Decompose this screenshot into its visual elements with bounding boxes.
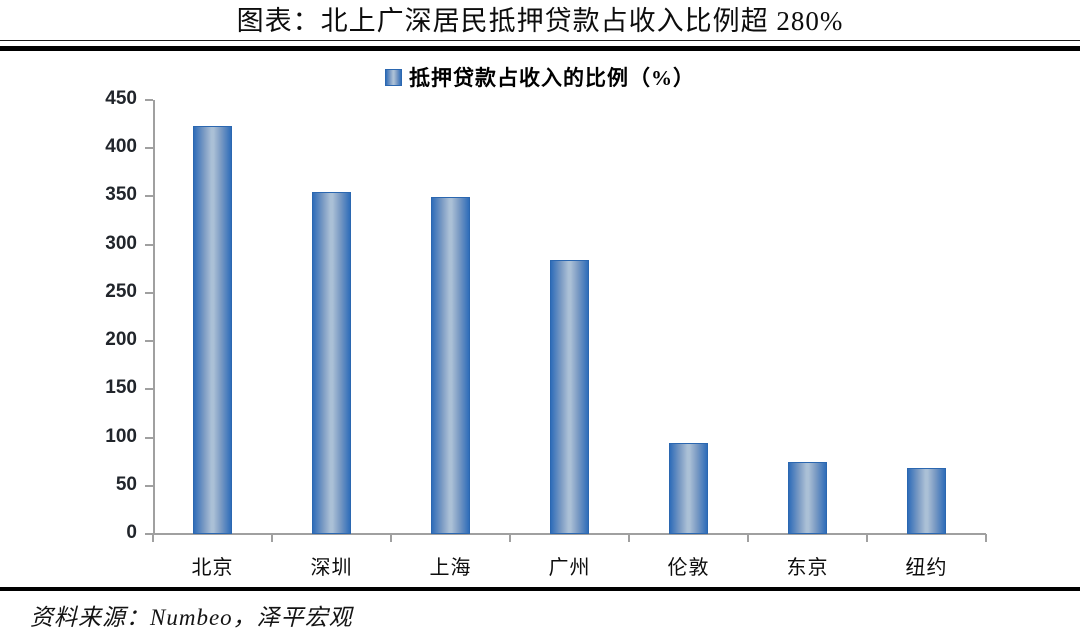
chart-bar: [193, 126, 232, 534]
y-axis-tick-label: 300: [105, 232, 137, 254]
y-axis-tick: [145, 147, 153, 150]
y-axis-line: [153, 100, 155, 534]
y-axis-tick-label: 450: [105, 88, 137, 109]
x-axis-category-label: 纽约: [905, 557, 948, 579]
chart-bar: [669, 443, 708, 534]
y-axis-tick-label: 400: [105, 136, 137, 158]
x-axis-tick: [985, 534, 987, 542]
bottom-thick-rule: [0, 587, 1080, 591]
y-axis-tick: [145, 195, 153, 198]
y-axis-tick: [145, 340, 153, 343]
x-axis-tick: [152, 534, 154, 542]
chart-title: 图表：北上广深居民抵押贷款占收入比例超 280%: [236, 6, 844, 36]
y-axis-tick-label: 100: [105, 425, 137, 447]
x-axis-tick: [390, 534, 392, 542]
y-axis-tick: [145, 291, 153, 294]
x-axis-category-label: 广州: [548, 557, 591, 579]
chart-bar: [431, 197, 470, 534]
chart-bar: [312, 191, 351, 534]
source-attribution: 资料来源：Numbeo，泽平宏观: [30, 605, 353, 630]
y-axis-tick-label: 150: [105, 377, 137, 399]
chart-legend: 抵押贷款占收入的比例（%）: [0, 62, 1080, 92]
y-axis-tick: [145, 533, 153, 535]
chart-bar: [788, 461, 827, 534]
x-axis-category-label: 伦敦: [667, 557, 710, 579]
x-axis-tick: [747, 534, 749, 542]
x-axis-category-label: 上海: [429, 557, 472, 579]
y-axis-tick-label: 250: [105, 280, 137, 302]
x-axis-line: [153, 533, 986, 535]
x-axis-category-label: 东京: [786, 557, 829, 579]
x-axis-category-label: 深圳: [310, 557, 353, 579]
x-axis-tick: [509, 534, 511, 542]
y-axis-tick: [145, 436, 153, 439]
top-thick-rule: [0, 46, 1080, 51]
legend-swatch-icon: [385, 68, 402, 86]
x-axis-category-label: 北京: [191, 557, 234, 579]
x-axis-tick: [628, 534, 630, 542]
legend-label: 抵押贷款占收入的比例（%）: [409, 66, 695, 90]
chart-bar: [550, 260, 589, 534]
y-axis-tick-label: 0: [126, 522, 137, 543]
y-axis-tick: [145, 388, 153, 391]
top-thin-rule: [0, 40, 1080, 41]
x-axis-tick: [271, 534, 273, 542]
y-axis-tick: [145, 99, 153, 101]
y-axis-tick: [145, 484, 153, 487]
chart-bar: [907, 468, 946, 534]
y-axis-tick-label: 200: [105, 329, 137, 351]
y-axis-tick-label: 50: [115, 473, 137, 495]
y-axis-tick: [145, 243, 153, 246]
y-axis-tick-label: 350: [105, 184, 137, 206]
x-axis-tick: [866, 534, 868, 542]
